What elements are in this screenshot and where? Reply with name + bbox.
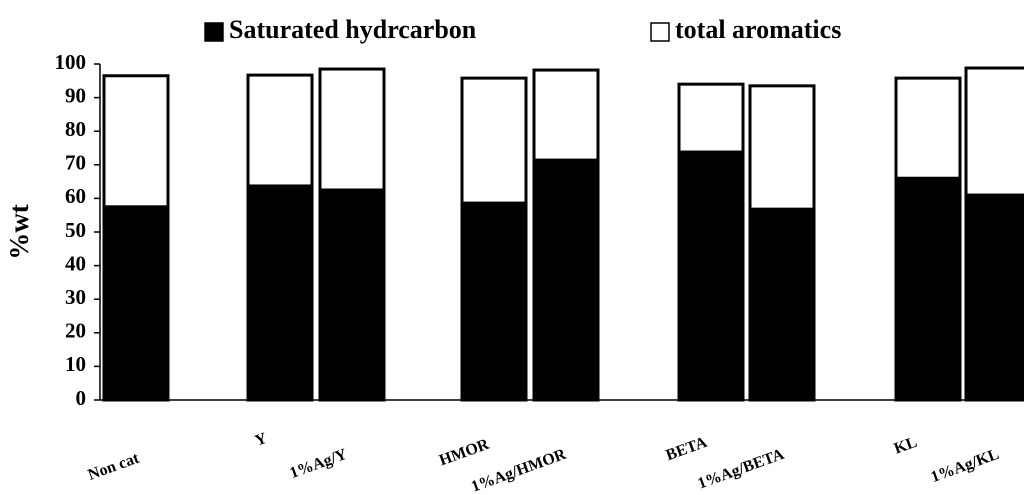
y-tick-label: 50 [65, 218, 86, 242]
y-tick-label: 100 [55, 50, 87, 74]
bar-segment [677, 150, 745, 402]
x-tick-label: 1%Ag/BETA [696, 446, 787, 493]
y-tick-label: 60 [65, 184, 86, 208]
bar-segment [748, 84, 816, 211]
x-tick-label: KL [892, 434, 920, 458]
bar-segment [102, 205, 170, 402]
bar-segment [532, 68, 600, 162]
y-tick-label: 30 [65, 285, 86, 309]
bar-segment [318, 188, 386, 402]
legend-label: total aromatics [675, 15, 841, 44]
bar-segment [246, 73, 314, 188]
x-tick-label: 1%Ag/KL [929, 446, 1002, 486]
y-tick-label: 40 [65, 251, 86, 275]
x-tick-label: HMOR [437, 436, 492, 470]
legend-swatch [650, 22, 670, 42]
x-tick-label: 1%Ag/Y [288, 446, 350, 482]
bar-segment [102, 74, 170, 209]
legend-label: Saturated hydrcarbon [229, 15, 477, 44]
bar-segment [748, 207, 816, 402]
bar-segment [964, 66, 1024, 197]
bar-segment [318, 67, 386, 192]
y-tick-label: 10 [65, 352, 86, 376]
y-tick-label: 70 [65, 151, 86, 175]
y-tick-label: 80 [65, 117, 86, 141]
bar-segment [532, 158, 600, 402]
x-tick-label: BETA [664, 434, 710, 465]
bar-segment [964, 193, 1024, 402]
bar-segment [246, 184, 314, 402]
legend-swatch [204, 22, 224, 42]
bar-segment [460, 201, 528, 402]
y-tick-label: 0 [76, 386, 87, 410]
y-tick-label: 90 [65, 83, 86, 107]
bar-segment [460, 76, 528, 205]
bar-segment [677, 82, 745, 154]
y-tick-label: 20 [65, 319, 86, 343]
y-axis-label: %wt [4, 204, 34, 260]
x-tick-label: Non cat [86, 450, 142, 484]
bar-segment [894, 76, 962, 180]
bar-segment [894, 176, 962, 402]
x-tick-label: Y [253, 430, 270, 450]
